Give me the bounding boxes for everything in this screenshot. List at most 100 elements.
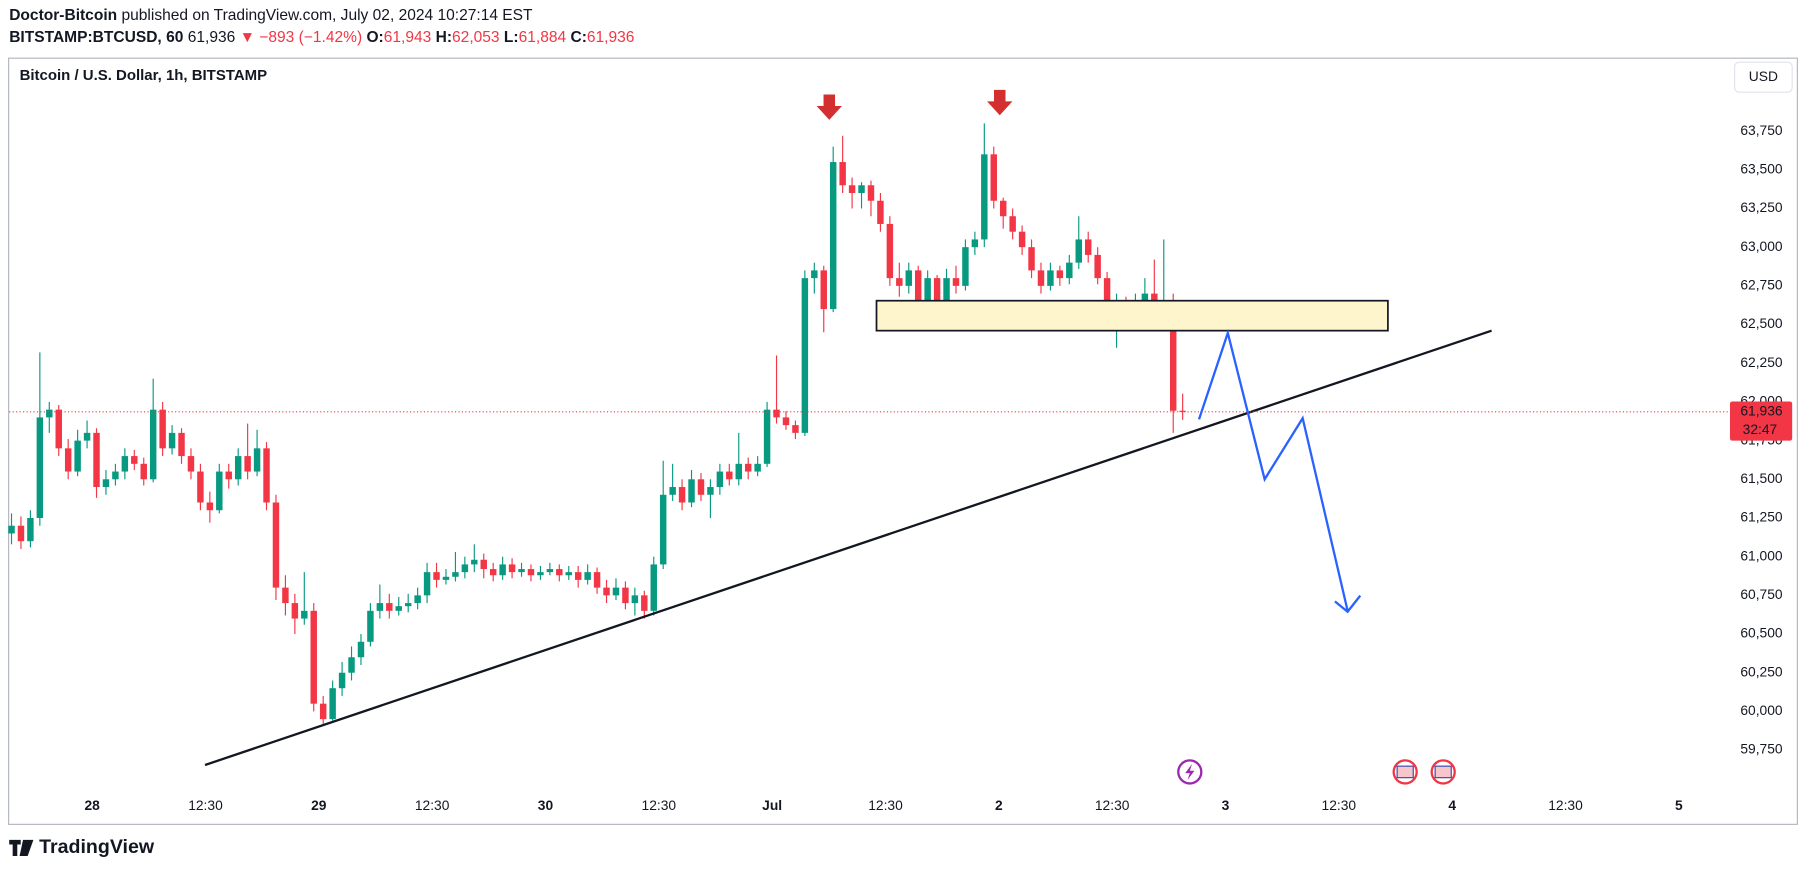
ohlc-key: O: [366,29,383,46]
candle-body [206,502,214,511]
candle-body [811,270,818,279]
candle-body [518,569,525,573]
candle-body [1018,231,1026,248]
candle-body [999,200,1007,217]
candle-body [55,409,62,449]
candle-body [102,479,110,488]
candle-body [1009,216,1016,232]
candle-body [631,595,639,604]
candle-body [1047,270,1054,286]
candle-body [546,569,554,573]
y-tick-label: 63,250 [1740,199,1783,215]
candle-body [74,440,81,472]
projection-path [1197,328,1349,611]
candle-body [301,610,308,619]
ohlc-value: 61,943 [384,29,432,46]
candle-body [253,448,261,472]
flag [1434,765,1452,779]
candle-body [376,603,384,611]
candle-body [763,409,771,464]
ohlc-key: L: [504,29,519,46]
candle-body [27,517,34,542]
candle-body [952,278,960,286]
candle-body [140,463,147,480]
candle-body [735,463,742,480]
trend-line [204,329,1492,767]
x-tick-label: 4 [1448,797,1456,813]
candle-body [36,417,44,518]
candle-body [650,564,657,611]
x-tick-label: Jul [762,797,782,813]
candle-body [697,479,705,495]
candle-body [678,487,686,503]
candle-body [574,572,582,580]
y-tick-label: 63,500 [1740,160,1783,176]
candle-body [121,456,129,472]
flag [1396,765,1414,779]
x-tick-label: 30 [538,797,554,813]
candle-body [414,595,421,604]
y-tick-label: 61,500 [1740,470,1783,486]
candle-body [234,456,242,480]
candle-body [603,587,610,596]
candle-body [471,559,478,565]
candle-body [508,564,516,573]
candle-body [404,603,412,607]
candle-body [1056,270,1064,279]
candle-body [782,417,790,426]
brand: TradingView [39,836,155,858]
lightning [1185,763,1195,780]
currency-button[interactable] [1734,61,1793,93]
candle-body [1075,239,1082,263]
candle-body [83,432,91,441]
logo [9,839,34,857]
candle-body [489,569,497,576]
candle-body [858,185,865,194]
candle-body [1037,270,1045,286]
x-tick-label: 12:30 [188,797,223,813]
ohlc-key: H: [436,29,452,46]
candle-body [933,278,941,317]
candle-body [131,456,138,464]
candle-body [565,572,572,576]
candle-body [527,569,535,576]
candle-body [282,587,289,604]
candle-body [319,703,327,720]
candle-body [867,185,875,201]
candle-body [225,471,232,480]
candle-body [367,610,374,642]
candle-body [848,185,856,194]
candle-body [886,223,894,279]
candle-body [93,432,100,488]
y-tick-label: 63,750 [1740,122,1783,138]
ohlc-key: C: [570,29,586,46]
candle-body [17,525,25,542]
candle-body [792,425,799,433]
y-tick-label: 61,250 [1740,509,1783,525]
candle-body [801,278,809,433]
candle-body [820,270,827,310]
x-tick-label: 12:30 [415,797,450,813]
symbol-line: BITSTAMP:BTCUSD, 60 61,936 ▼ −893 (−1.42… [9,29,634,46]
candle-body [1084,239,1092,255]
y-tick-label: 62,500 [1740,315,1783,331]
y-tick-label: 60,250 [1740,663,1783,679]
y-tick-label: 59,750 [1740,741,1783,757]
chart-title: Bitcoin / U.S. Dollar, 1h, BITSTAMP [20,67,268,84]
currency[interactable]: USD [1749,68,1778,84]
candle-body [829,162,837,310]
candle-body [272,502,280,588]
candle-body [914,270,922,310]
candle-body [659,494,667,565]
candle-body [1179,410,1186,412]
candle-body [622,587,629,604]
candle-body [1094,254,1101,279]
candle-body [971,239,979,248]
y-tick-label: 60,000 [1740,702,1783,718]
down-arrow [816,94,842,120]
price: 61,936 [188,29,236,46]
candle-body [584,572,591,580]
candle-body [64,448,72,472]
